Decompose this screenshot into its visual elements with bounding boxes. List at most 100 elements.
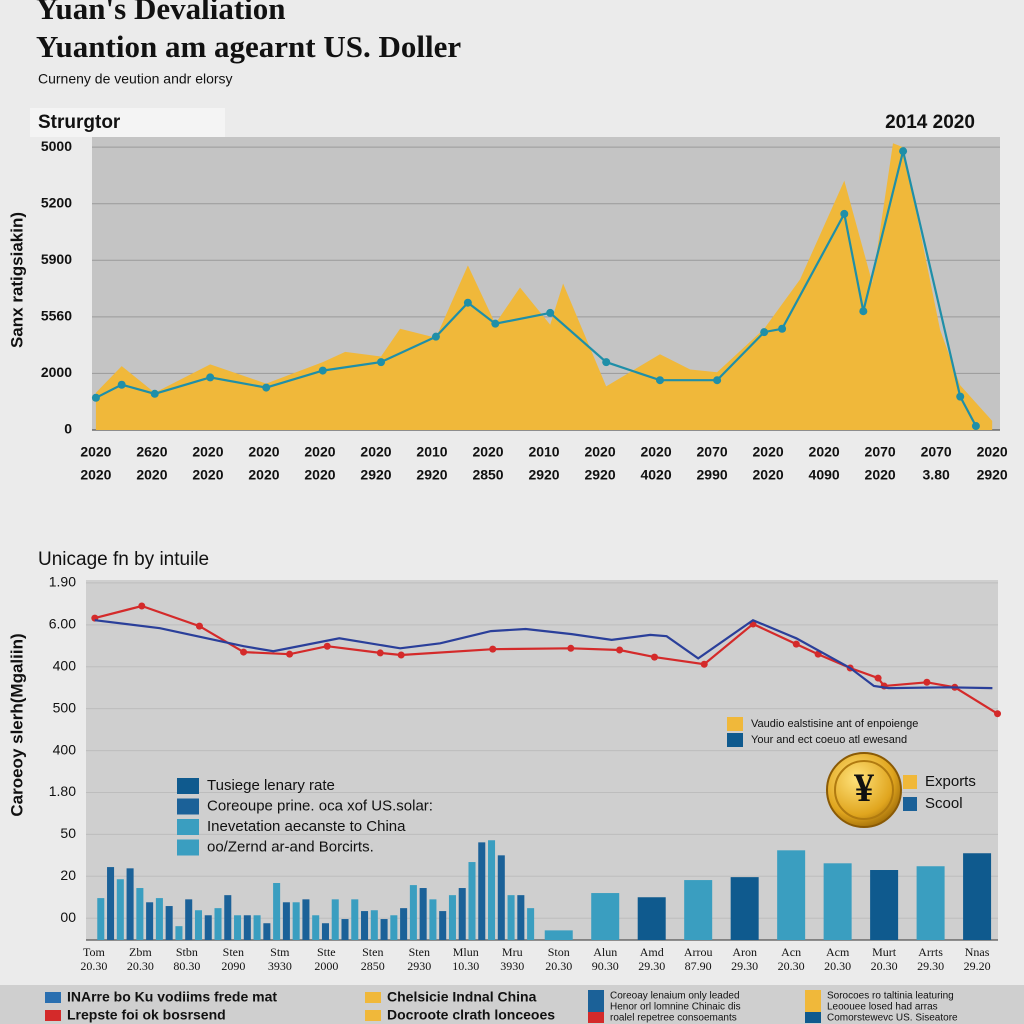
x-tick-label: 29.20	[964, 959, 991, 973]
point	[760, 328, 769, 337]
y-tick-label: 1.80	[49, 783, 76, 799]
bar	[458, 888, 466, 940]
x-tick-label: Zbm	[129, 945, 152, 959]
bar	[331, 899, 339, 940]
point	[489, 645, 497, 653]
x-tick-label: 2850	[472, 467, 503, 483]
x-tick-label: Acn	[781, 945, 801, 959]
chart-title: Unicage fn by intuile	[38, 549, 209, 570]
point	[567, 644, 575, 652]
x-tick-label: 3930	[500, 959, 524, 973]
point	[286, 650, 294, 658]
bar	[527, 908, 535, 940]
x-tick-label: Nnas	[965, 945, 990, 959]
legend-label: Docroote clrath lonceoes	[387, 1007, 555, 1023]
point	[655, 376, 664, 385]
point	[431, 332, 440, 341]
y-tick-label: 5560	[41, 308, 72, 324]
point	[376, 649, 384, 657]
point	[971, 422, 980, 431]
x-tick-label: 87.90	[685, 959, 712, 973]
y-tick-label: 400	[53, 741, 77, 757]
x-tick-label: 20.30	[545, 959, 572, 973]
x-tick-label: 2020	[80, 444, 111, 460]
x-tick-label: 2920	[416, 467, 447, 483]
x-tick-label: Aron	[732, 945, 757, 959]
x-tick-label: 29.30	[638, 959, 665, 973]
legend-label: Lrepste foi ok bosrsend	[67, 1007, 226, 1023]
legend-swatch	[805, 1001, 821, 1012]
legend-swatch	[727, 717, 743, 731]
area	[95, 143, 993, 430]
point	[91, 393, 100, 402]
point	[323, 642, 331, 650]
x-tick-label: 2020	[136, 467, 167, 483]
legend-swatch	[903, 797, 917, 811]
legend-swatch	[177, 778, 199, 794]
title: Yuan's Devaliation	[36, 0, 286, 26]
point	[491, 319, 500, 328]
point	[318, 366, 327, 375]
x-tick-label: Stbn	[176, 945, 198, 959]
bar	[823, 863, 852, 940]
x-tick-label: 2020	[584, 444, 615, 460]
point	[956, 392, 965, 401]
x-tick-label: 2070	[865, 444, 896, 460]
x-tick-label: Stm	[270, 945, 290, 959]
bar	[370, 910, 378, 940]
point	[840, 209, 849, 218]
x-tick-label: 20.30	[778, 959, 805, 973]
x-tick-label: Alun	[593, 945, 617, 959]
bar	[97, 898, 105, 940]
x-tick-label: 2020	[248, 444, 279, 460]
coin	[826, 752, 902, 828]
bar	[234, 915, 242, 940]
legend-label: Henor orl lomnine Chinaic dis	[610, 1002, 741, 1013]
x-tick-label: 2010	[416, 444, 447, 460]
legend-swatch	[588, 990, 604, 1001]
x-tick-label: Ston	[548, 945, 570, 959]
x-tick-label: Sten	[223, 945, 244, 959]
point	[397, 651, 405, 659]
x-tick-label: 2020	[248, 467, 279, 483]
bar	[400, 908, 408, 940]
point	[650, 653, 658, 661]
bar	[224, 895, 232, 940]
bar	[507, 895, 515, 940]
legend-swatch	[45, 1010, 61, 1021]
y-tick-label: 50	[60, 825, 76, 841]
x-tick-label: Tom	[83, 945, 105, 959]
x-tick-label: 3.80	[923, 467, 950, 483]
annotation: 2014 2020	[885, 112, 975, 133]
bar	[136, 888, 144, 940]
x-tick-label: 2930	[407, 959, 431, 973]
x-tick-label: 2620	[136, 444, 167, 460]
point	[994, 710, 1002, 718]
legend-label: Vaudio ealstisine ant of enpoienge	[751, 718, 918, 730]
legend-label: Tusiege lenary rate	[207, 777, 335, 794]
bar	[468, 862, 476, 940]
x-tick-label: 2090	[221, 959, 245, 973]
bar	[429, 899, 437, 940]
bar	[253, 915, 261, 940]
legend-swatch	[588, 1012, 604, 1023]
legend-swatch	[45, 992, 61, 1003]
x-tick-label: 2990	[697, 467, 728, 483]
legend-swatch	[177, 839, 199, 856]
x-tick-label: 29.30	[917, 959, 944, 973]
bar	[175, 926, 183, 940]
point	[463, 298, 472, 307]
point	[713, 376, 722, 385]
point	[138, 602, 146, 610]
bar	[273, 883, 281, 940]
bar	[488, 840, 496, 940]
legend-label: Scool	[925, 795, 963, 812]
legend-swatch	[903, 775, 917, 789]
bar	[684, 880, 713, 940]
point	[240, 648, 248, 656]
x-tick-label: Arrts	[918, 945, 943, 959]
bar	[302, 899, 310, 940]
bar	[185, 899, 193, 940]
bar	[351, 899, 359, 940]
